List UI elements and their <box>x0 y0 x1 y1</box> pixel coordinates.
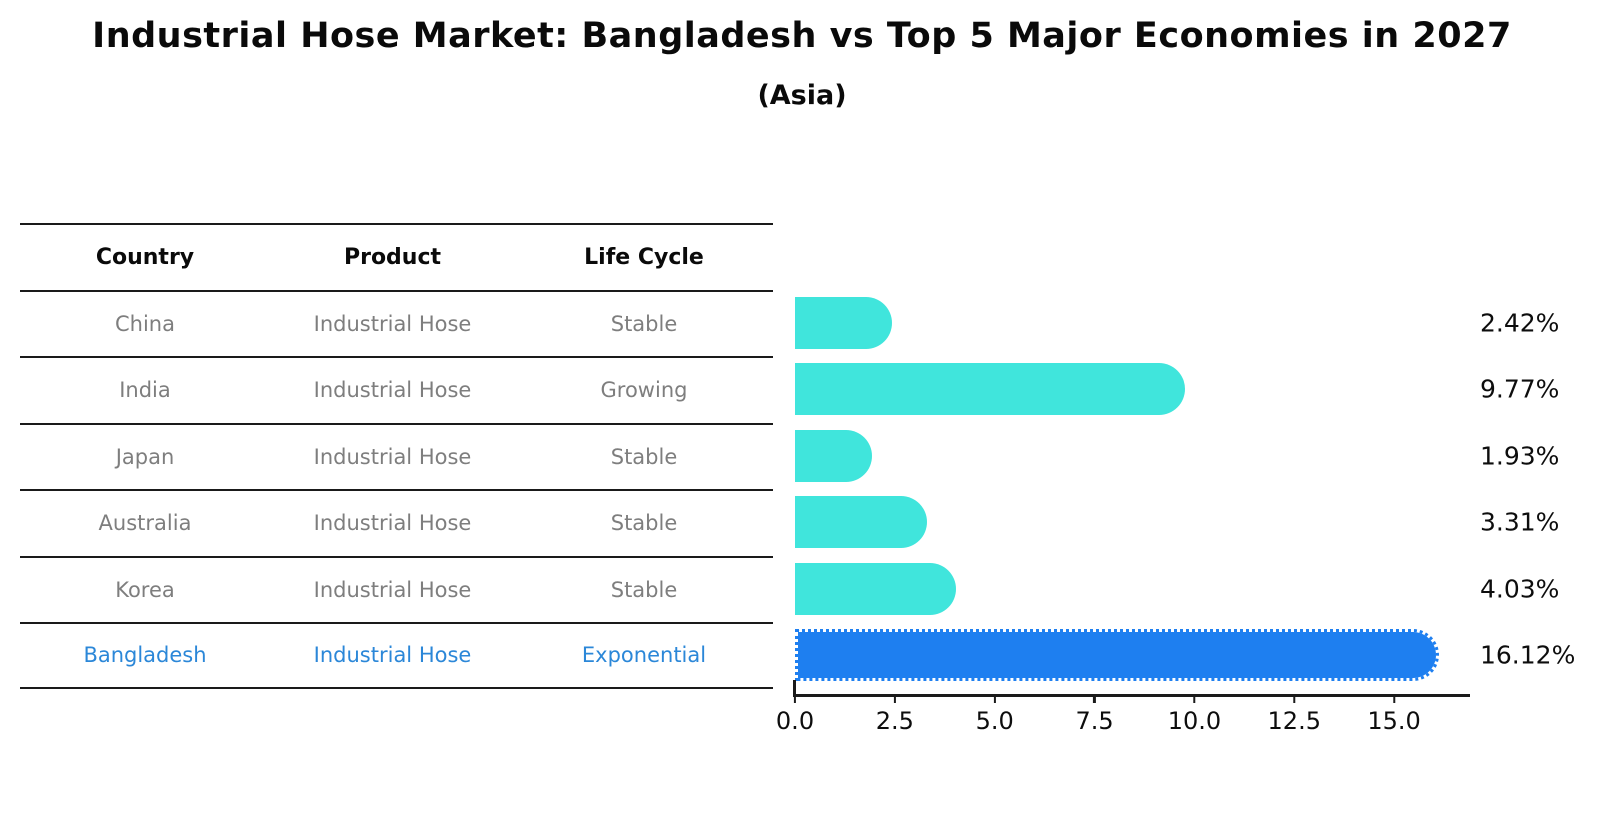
tick-mark <box>1293 694 1296 703</box>
cell-product: Industrial Hose <box>313 444 472 469</box>
tick-mark <box>993 694 996 703</box>
tick-label: 7.5 <box>1075 707 1114 735</box>
cell-country: Korea <box>115 577 175 602</box>
cell-life-cycle: Stable <box>610 311 678 336</box>
bar-japan <box>795 429 873 482</box>
tick-label: 15.0 <box>1367 707 1421 735</box>
table-row-bangladesh: Bangladesh Industrial Hose Exponential <box>20 622 773 689</box>
column-header-country: Country <box>95 244 195 270</box>
table-row-china: China Industrial Hose Stable <box>20 289 773 357</box>
value-label-korea: 4.03% <box>1480 574 1560 603</box>
cell-country: Japan <box>115 444 175 469</box>
cell-product: Industrial Hose <box>313 643 472 668</box>
column-header-product: Product <box>343 244 442 270</box>
cell-product: Industrial Hose <box>313 311 472 336</box>
x-tick: 0.0 <box>776 694 814 735</box>
y-axis-spine <box>793 680 796 695</box>
bar-china <box>795 296 892 349</box>
cell-life-cycle: Stable <box>610 511 678 536</box>
chart-subtitle: (Asia) <box>757 80 847 111</box>
cell-life-cycle: Stable <box>610 444 678 469</box>
tick-label: 5.0 <box>975 707 1014 735</box>
cell-life-cycle: Growing <box>600 378 688 403</box>
x-axis-ticks: 0.0 2.5 5.0 7.5 10.0 12.5 15.0 <box>776 694 1470 754</box>
x-tick: 5.0 <box>976 694 1014 735</box>
x-tick: 15.0 <box>1367 694 1421 735</box>
value-label-japan: 1.93% <box>1480 441 1560 470</box>
tick-mark <box>1093 694 1096 703</box>
value-label-india: 9.77% <box>1480 374 1560 404</box>
x-tick: 12.5 <box>1268 694 1321 735</box>
table-row-india: India Industrial Hose Growing <box>20 356 773 423</box>
cell-product: Industrial Hose <box>313 511 472 536</box>
bar-plot-area <box>795 223 1470 689</box>
cell-life-cycle: Stable <box>610 577 678 602</box>
tick-mark <box>793 694 797 703</box>
tick-mark <box>893 694 897 703</box>
bar-korea <box>795 562 956 615</box>
tick-mark <box>1193 694 1196 703</box>
table-row-korea: Korea Industrial Hose Stable <box>20 555 773 623</box>
value-label-australia: 3.31% <box>1480 507 1560 537</box>
table-header-row: Country Product Life Cycle <box>20 223 773 290</box>
chart-title: Industrial Hose Market: Bangladesh vs To… <box>92 16 1512 56</box>
x-tick: 10.0 <box>1168 694 1221 735</box>
table-row-australia: Australia Industrial Hose Stable <box>20 489 773 556</box>
x-axis-line <box>793 694 1470 697</box>
value-label-china: 2.42% <box>1480 308 1560 337</box>
bar-australia <box>795 496 928 548</box>
table-row-japan: Japan Industrial Hose Stable <box>20 422 773 490</box>
tick-mark <box>1392 694 1396 703</box>
cell-country: India <box>119 378 171 403</box>
cell-product: Industrial Hose <box>313 577 472 602</box>
cell-country: Australia <box>98 511 192 536</box>
bar-bangladesh <box>795 629 1439 681</box>
cell-product: Industrial Hose <box>313 378 472 403</box>
x-tick: 7.5 <box>1075 694 1114 735</box>
cell-life-cycle: Exponential <box>581 643 707 668</box>
tick-label: 0.0 <box>775 707 815 735</box>
x-tick: 2.5 <box>876 694 914 735</box>
bar-india <box>795 363 1186 415</box>
tick-label: 2.5 <box>875 707 914 735</box>
tick-label: 10.0 <box>1167 707 1222 735</box>
tick-label: 12.5 <box>1267 707 1321 735</box>
cell-country: China <box>115 311 175 336</box>
value-label-bangladesh: 16.12% <box>1480 640 1576 670</box>
cell-country: Bangladesh <box>83 643 207 668</box>
data-table: Country Product Life Cycle China Industr… <box>20 223 773 689</box>
column-header-life-cycle: Life Cycle <box>584 244 704 270</box>
